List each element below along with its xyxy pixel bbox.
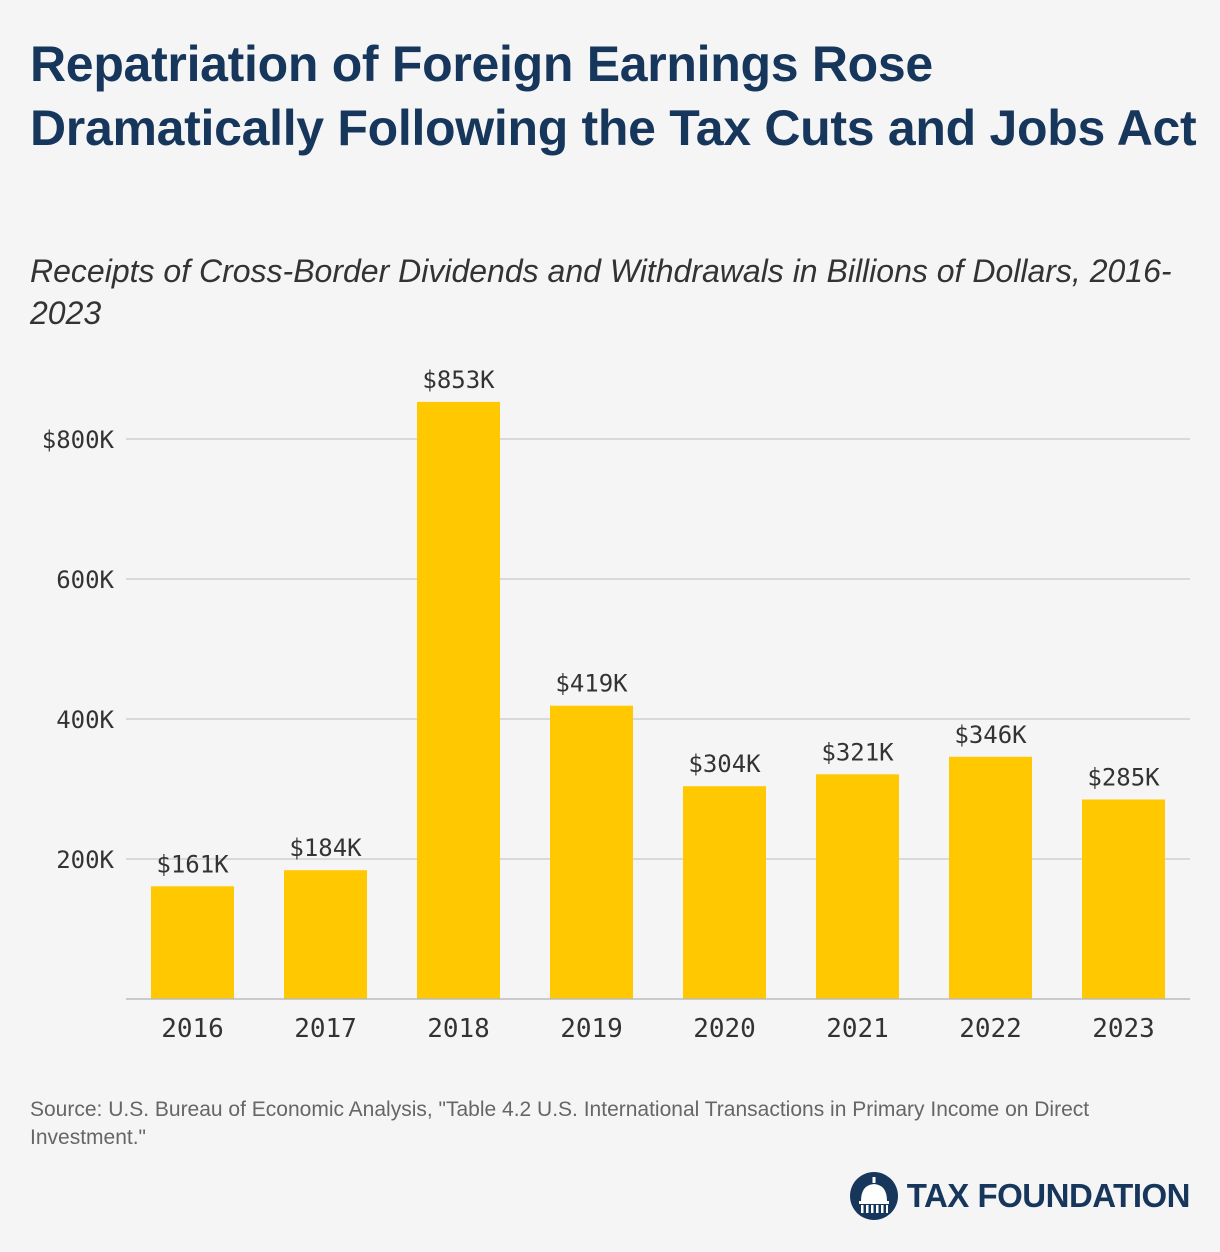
bar [683,786,766,999]
x-tick-label: 2019 [560,1014,623,1044]
y-tick-label: 200K [56,846,114,874]
tax-foundation-logo: TAX FOUNDATION [849,1168,1191,1224]
bar [1082,799,1165,999]
bar-chart: 200K 400K 600K $800K $161K 2016 $184K 2017 $853K… [42,366,1190,1044]
bar [151,886,234,999]
data-label: $161K [156,850,229,878]
x-tick-label: 2016 [161,1014,224,1044]
source-note: Source: U.S. Bureau of Economic Analysis… [30,1098,1090,1149]
x-tick-label: 2021 [826,1014,889,1044]
data-label: $304K [688,750,761,778]
y-tick-label: 600K [56,566,114,594]
data-label: $853K [422,366,495,394]
bar [550,705,633,999]
x-tick-label: 2022 [959,1014,1022,1044]
y-tick-label: 400K [56,706,114,734]
logo-text: TAX FOUNDATION [906,1177,1191,1214]
data-label: $184K [289,834,362,862]
x-tick-label: 2023 [1092,1014,1155,1044]
x-tick-label: 2017 [294,1014,357,1044]
x-tick-label: 2018 [427,1014,490,1044]
x-tick-label: 2020 [693,1014,756,1044]
data-label: $419K [555,670,628,698]
capitol-dome-icon [849,1172,898,1220]
chart-title: Repatriation of Foreign Earnings Rose Dr… [30,36,1197,156]
data-label: $285K [1087,764,1160,792]
data-label: $321K [821,738,894,766]
chart-subtitle: Receipts of Cross-Border Dividends and W… [30,253,1172,331]
bar [417,401,500,999]
data-label: $346K [954,721,1027,749]
bar [284,870,367,999]
bar [949,756,1032,999]
y-tick-label: $800K [42,426,115,454]
bar [816,774,899,999]
